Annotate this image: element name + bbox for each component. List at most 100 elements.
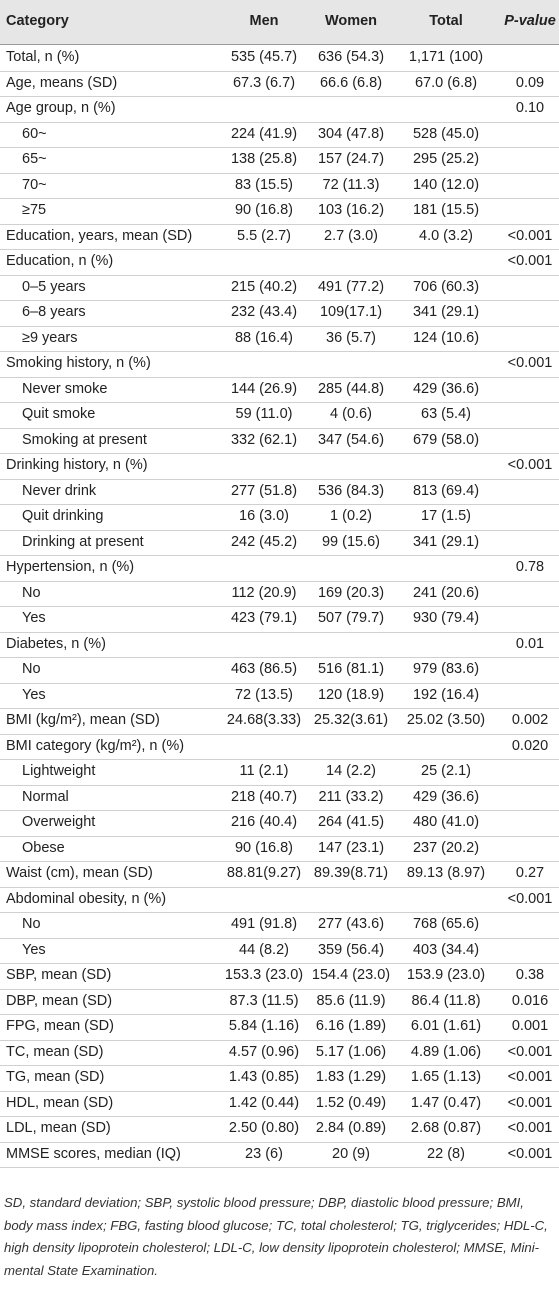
rule (0, 581, 559, 582)
rule (0, 224, 559, 225)
row-label: Total, n (%) (6, 49, 80, 65)
header-cell: P-value (504, 13, 556, 29)
rule (0, 887, 559, 888)
row-label: Quit drinking (22, 508, 104, 524)
cell: 0.78 (515, 559, 545, 575)
header-cell: Men (249, 13, 279, 29)
rule (0, 44, 559, 45)
cell: 147 (23.1) (317, 839, 385, 856)
row-label: ≥75 (22, 202, 47, 218)
rule (0, 810, 559, 811)
cell: 4.57 (0.96) (228, 1043, 300, 1060)
header-cell: Women (324, 13, 378, 29)
cell: 85.6 (11.9) (316, 992, 386, 1009)
cell: 285 (44.8) (317, 380, 385, 397)
rule (0, 963, 559, 964)
cell: <0.001 (507, 1145, 553, 1162)
rule (0, 657, 559, 658)
rule (0, 249, 559, 250)
row-label: 0–5 years (22, 278, 86, 295)
cell: 2.50 (0.80) (228, 1120, 300, 1136)
cell: 2.68 (0.87) (410, 1120, 482, 1136)
cell: 169 (20.3) (317, 584, 385, 601)
row-label: Yes (22, 686, 46, 703)
cell: 264 (41.5) (317, 814, 385, 830)
cell: 83 (15.5) (234, 176, 294, 193)
cell: 535 (45.7) (230, 49, 298, 65)
cell: 112 (20.9) (231, 584, 297, 601)
rule (0, 1014, 559, 1015)
row-label: LDL, mean (SD) (6, 1120, 111, 1136)
cell: 4.89 (1.06) (410, 1043, 482, 1060)
cell: 23 (6) (245, 1145, 283, 1162)
row-label: 70~ (22, 176, 47, 193)
cell: 0.09 (515, 74, 545, 91)
rule (0, 479, 559, 480)
cell: 2.84 (0.89) (315, 1120, 387, 1136)
cell: 4 (0.6) (330, 406, 372, 422)
rule (0, 275, 559, 276)
row-label: TC, mean (SD) (6, 1043, 104, 1060)
rule (0, 71, 559, 72)
cell: 0.27 (515, 865, 545, 881)
rule (0, 428, 559, 429)
cell: 153.9 (23.0) (406, 967, 486, 983)
cell: 138 (25.8) (230, 151, 298, 167)
header-cell: Total (429, 13, 463, 29)
cell: 768 (65.6) (412, 916, 480, 932)
row-label: Smoking history, n (%) (6, 355, 151, 371)
rule (0, 1040, 559, 1041)
cell: 0.01 (515, 635, 545, 652)
cell: 211 (33.2) (318, 788, 384, 805)
cell: 507 (79.7) (317, 610, 385, 626)
cell: 1.65 (1.13) (410, 1069, 482, 1085)
cell: <0.001 (507, 457, 553, 473)
row-label: Quit smoke (22, 406, 96, 422)
cell: 66.6 (6.8) (319, 74, 383, 91)
footnote: SD, standard deviation; SBP, systolic bl… (4, 1195, 548, 1278)
rule (0, 836, 559, 837)
cell: 87.3 (11.5) (229, 992, 299, 1009)
cell: 0.002 (511, 712, 549, 728)
rule (0, 453, 559, 454)
rule (0, 402, 559, 403)
cell: 6.16 (1.89) (315, 1018, 387, 1034)
cell: 17 (1.5) (421, 508, 471, 524)
cell: 25 (2.1) (421, 763, 471, 779)
cell: 90 (16.8) (234, 839, 294, 856)
row-label: Age, means (SD) (6, 74, 118, 91)
cell: 99 (15.6) (321, 533, 381, 550)
rule (0, 300, 559, 301)
cell: 0.38 (515, 967, 545, 983)
cell: 277 (43.6) (317, 916, 385, 932)
cell: 6.01 (1.61) (410, 1018, 482, 1034)
cell: 304 (47.8) (317, 125, 385, 142)
rule (0, 555, 559, 556)
cell: 979 (83.6) (412, 661, 480, 677)
cell: 103 (16.2) (317, 202, 385, 218)
rule (0, 708, 559, 709)
cell: 59 (11.0) (235, 406, 293, 422)
cell: 1.47 (0.47) (410, 1094, 482, 1111)
cell: 215 (40.2) (230, 278, 298, 295)
cell: 24.68(3.33) (226, 712, 302, 728)
rule (0, 1142, 559, 1143)
row-label: 60~ (22, 125, 47, 142)
rule (0, 734, 559, 735)
row-label: Drinking at present (22, 533, 144, 550)
cell: 86.4 (11.8) (411, 992, 481, 1009)
cell: <0.001 (507, 1069, 553, 1085)
cell: 36 (5.7) (326, 329, 376, 346)
cell: <0.001 (507, 227, 553, 244)
cell: 216 (40.4) (230, 814, 298, 830)
row-label: MMSE scores, median (IQ) (6, 1145, 181, 1162)
row-label: BMI (kg/m²), mean (SD) (6, 712, 160, 728)
cell: 153.3 (23.0) (224, 967, 304, 983)
cell: 20 (9) (332, 1145, 370, 1162)
cell: 2.7 (3.0) (324, 227, 378, 244)
cell: 218 (40.7) (230, 788, 298, 805)
cell: 1.52 (0.49) (315, 1094, 387, 1111)
cell: 359 (56.4) (317, 941, 385, 958)
row-label: ≥9 years (22, 329, 78, 346)
